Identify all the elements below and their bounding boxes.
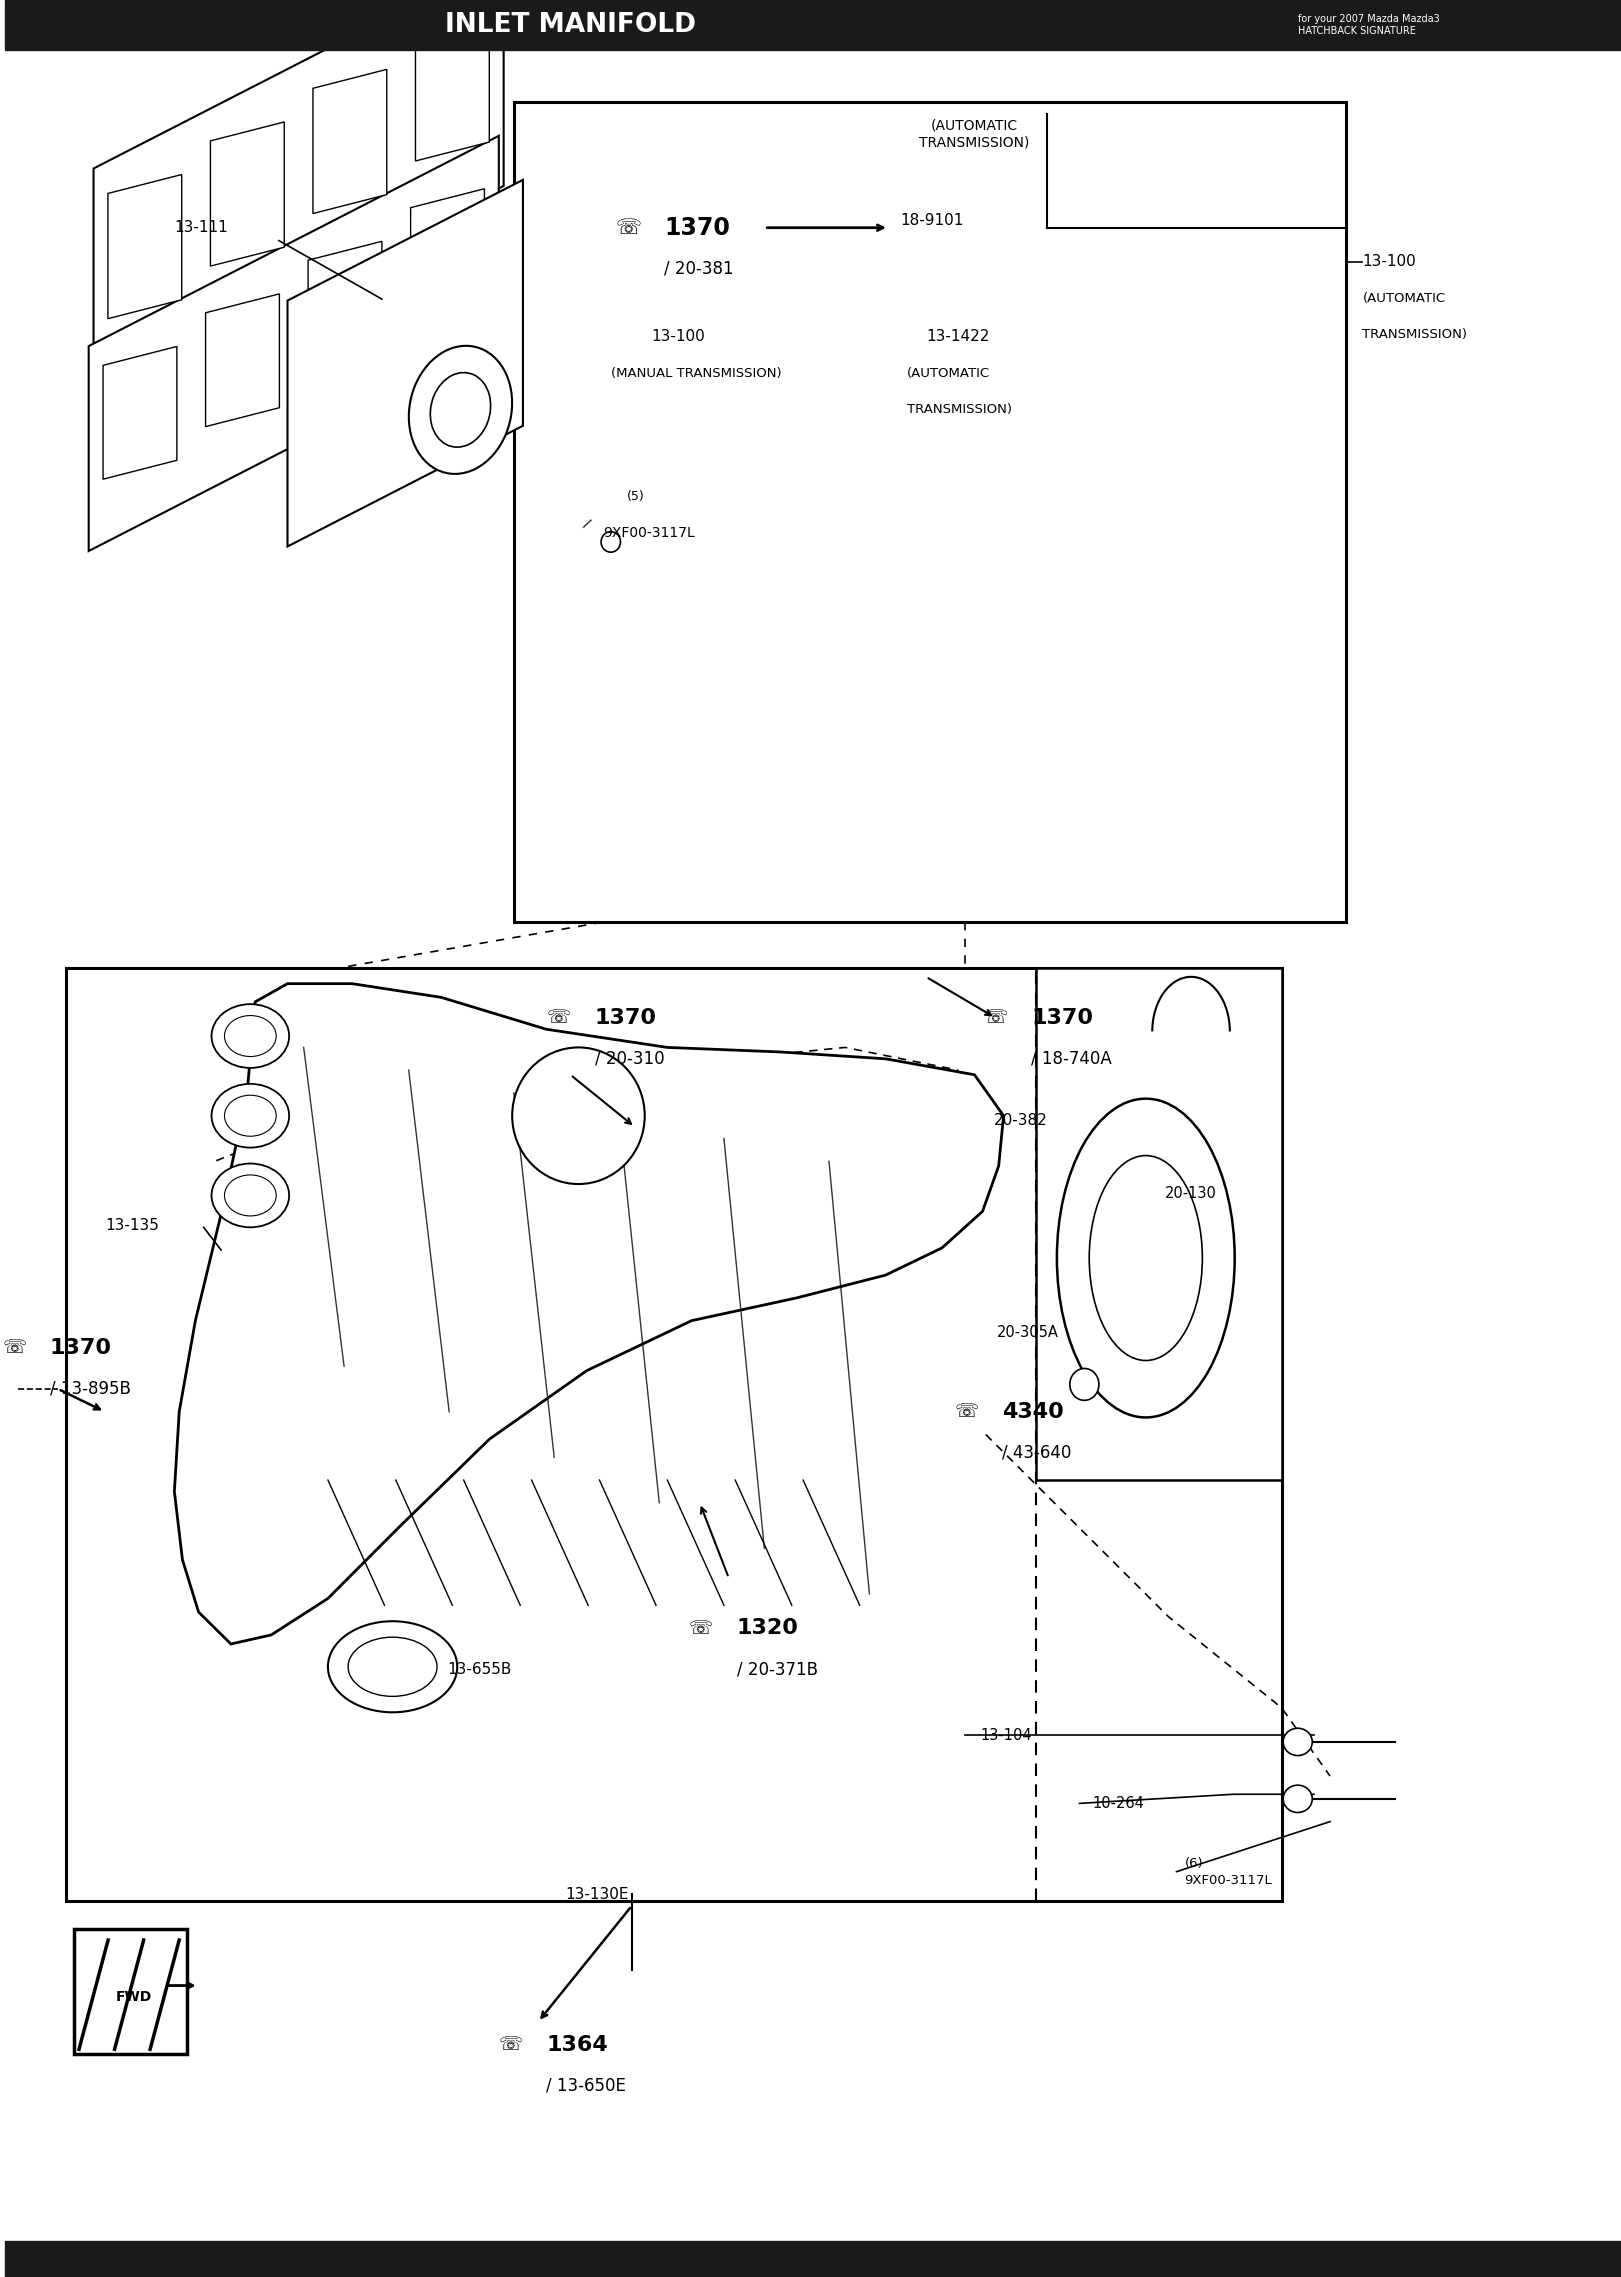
Ellipse shape xyxy=(224,1016,276,1057)
Polygon shape xyxy=(104,346,177,478)
Polygon shape xyxy=(410,189,485,321)
Text: TRANSMISSION): TRANSMISSION) xyxy=(1362,328,1467,342)
Text: 9XF00-3117L: 9XF00-3117L xyxy=(603,526,694,540)
Text: ☏: ☏ xyxy=(616,219,642,237)
Text: ☏: ☏ xyxy=(2,1339,26,1357)
Text: ☏: ☏ xyxy=(546,1009,571,1027)
Polygon shape xyxy=(109,175,182,319)
Ellipse shape xyxy=(224,1175,276,1216)
Text: / 43-640: / 43-640 xyxy=(1002,1444,1071,1462)
Ellipse shape xyxy=(349,1637,438,1696)
Text: 13-104: 13-104 xyxy=(981,1728,1033,1742)
Text: / 20-371B: / 20-371B xyxy=(738,1660,819,1678)
Polygon shape xyxy=(415,16,490,162)
Ellipse shape xyxy=(212,1004,289,1068)
Text: 20-130: 20-130 xyxy=(1165,1186,1217,1200)
Text: 18-9101: 18-9101 xyxy=(900,214,963,228)
Polygon shape xyxy=(308,241,383,373)
Text: / 20-310: / 20-310 xyxy=(595,1050,665,1068)
Text: 13-655B: 13-655B xyxy=(447,1662,512,1676)
Text: FWD: FWD xyxy=(115,1990,152,2004)
Ellipse shape xyxy=(224,1095,276,1136)
Text: 13-1422: 13-1422 xyxy=(926,330,989,344)
Text: ☏: ☏ xyxy=(689,1619,713,1637)
Text: (AUTOMATIC: (AUTOMATIC xyxy=(906,367,990,380)
Bar xyxy=(514,102,1345,922)
Text: (AUTOMATIC
TRANSMISSION): (AUTOMATIC TRANSMISSION) xyxy=(919,118,1029,150)
Text: 13-100: 13-100 xyxy=(1362,255,1417,269)
Bar xyxy=(5,0,1621,50)
Text: 4340: 4340 xyxy=(1002,1403,1063,1421)
Text: TRANSMISSION): TRANSMISSION) xyxy=(906,403,1012,417)
Text: 13-130E: 13-130E xyxy=(566,1888,629,1901)
Polygon shape xyxy=(211,123,284,266)
Text: 20-305A: 20-305A xyxy=(997,1325,1059,1339)
Ellipse shape xyxy=(1284,1728,1313,1756)
Text: ☏: ☏ xyxy=(955,1403,979,1421)
Text: 1370: 1370 xyxy=(665,216,729,239)
Ellipse shape xyxy=(327,1621,457,1712)
Text: ☏: ☏ xyxy=(984,1009,1008,1027)
Text: / 13-650E: / 13-650E xyxy=(546,2077,626,2095)
Text: 20-382: 20-382 xyxy=(994,1113,1047,1127)
Bar xyxy=(75,1929,188,2054)
Text: (AUTOMATIC: (AUTOMATIC xyxy=(1362,291,1446,305)
Text: 13-100: 13-100 xyxy=(652,330,705,344)
Text: 1370: 1370 xyxy=(1031,1009,1093,1027)
Text: 10-264: 10-264 xyxy=(1093,1797,1144,1810)
Polygon shape xyxy=(287,180,524,546)
Text: /: / xyxy=(580,517,592,531)
Ellipse shape xyxy=(212,1084,289,1148)
Text: INLET MANIFOLD: INLET MANIFOLD xyxy=(444,11,695,39)
Polygon shape xyxy=(313,68,387,214)
Text: 13-135: 13-135 xyxy=(105,1218,159,1232)
Text: for your 2007 Mazda Mazda3
HATCHBACK SIGNATURE: for your 2007 Mazda Mazda3 HATCHBACK SIG… xyxy=(1298,14,1439,36)
Text: 13-111: 13-111 xyxy=(175,221,229,235)
Ellipse shape xyxy=(212,1164,289,1227)
Text: / 20-381: / 20-381 xyxy=(665,260,734,278)
Ellipse shape xyxy=(1284,1785,1313,1812)
Ellipse shape xyxy=(430,373,491,446)
Text: 1370: 1370 xyxy=(595,1009,657,1027)
Polygon shape xyxy=(175,984,1003,1644)
Ellipse shape xyxy=(512,1047,645,1184)
Polygon shape xyxy=(94,0,504,396)
Ellipse shape xyxy=(1070,1368,1099,1400)
Bar xyxy=(5,2241,1621,2277)
Text: 1364: 1364 xyxy=(546,2036,608,2054)
Text: ☏: ☏ xyxy=(498,2036,522,2054)
Text: / 18-740A: / 18-740A xyxy=(1031,1050,1112,1068)
Text: 1320: 1320 xyxy=(738,1619,799,1637)
Bar xyxy=(66,968,1282,1901)
Text: (MANUAL TRANSMISSION): (MANUAL TRANSMISSION) xyxy=(611,367,781,380)
Text: (6)
9XF00-3117L: (6) 9XF00-3117L xyxy=(1185,1856,1272,1888)
Bar xyxy=(1036,968,1282,1480)
Ellipse shape xyxy=(1057,1100,1235,1416)
Text: / 13-895B: / 13-895B xyxy=(50,1380,131,1398)
Text: 1370: 1370 xyxy=(50,1339,112,1357)
Text: (5): (5) xyxy=(627,490,645,503)
Ellipse shape xyxy=(408,346,512,474)
Polygon shape xyxy=(89,137,499,551)
Polygon shape xyxy=(206,294,279,426)
Ellipse shape xyxy=(1089,1157,1203,1362)
Ellipse shape xyxy=(601,531,621,551)
